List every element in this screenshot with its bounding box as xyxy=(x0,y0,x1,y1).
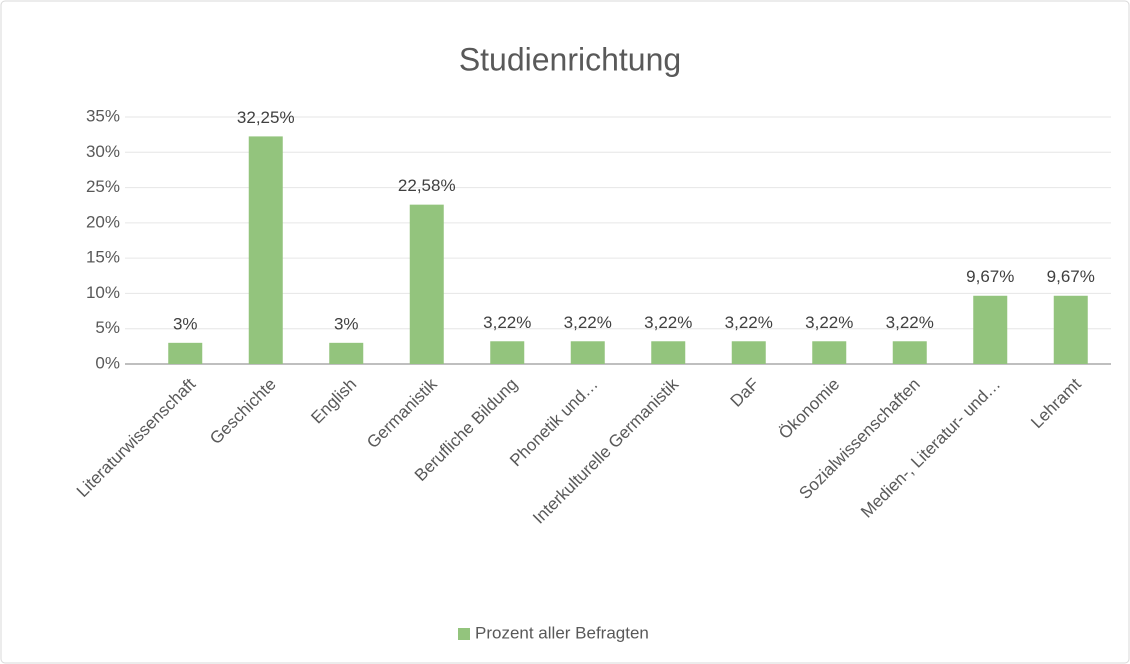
legend-label: Prozent aller Befragten xyxy=(475,623,649,642)
y-tick-label: 0% xyxy=(95,353,120,372)
bar xyxy=(812,341,847,364)
data-label: 3,22% xyxy=(644,313,692,332)
data-label: 22,58% xyxy=(398,176,456,195)
bar xyxy=(409,204,444,364)
data-label: 3,22% xyxy=(805,313,853,332)
y-tick-label: 35% xyxy=(86,106,120,125)
data-label: 3,22% xyxy=(725,313,773,332)
bar xyxy=(651,341,686,364)
data-label: 9,67% xyxy=(1047,267,1095,286)
y-tick-label: 30% xyxy=(86,142,120,161)
legend-swatch xyxy=(458,628,470,640)
y-tick-label: 20% xyxy=(86,212,120,231)
bar xyxy=(731,341,766,364)
y-tick-label: 15% xyxy=(86,248,120,267)
bar xyxy=(892,341,927,364)
data-label: 3,22% xyxy=(483,313,531,332)
data-label: 3,22% xyxy=(886,313,934,332)
data-label: 3% xyxy=(173,314,198,333)
bar xyxy=(168,342,203,364)
bar xyxy=(490,341,525,364)
bar xyxy=(248,136,283,364)
chart-title: Studienrichtung xyxy=(459,41,681,77)
bar xyxy=(329,342,364,364)
data-label: 3,22% xyxy=(564,313,612,332)
data-label: 3% xyxy=(334,314,359,333)
y-tick-label: 5% xyxy=(95,318,120,337)
bar xyxy=(973,295,1008,364)
y-tick-label: 25% xyxy=(86,177,120,196)
data-label: 9,67% xyxy=(966,267,1014,286)
y-tick-label: 10% xyxy=(86,283,120,302)
data-label: 32,25% xyxy=(237,108,295,127)
bar xyxy=(570,341,605,364)
bar xyxy=(1053,295,1088,364)
